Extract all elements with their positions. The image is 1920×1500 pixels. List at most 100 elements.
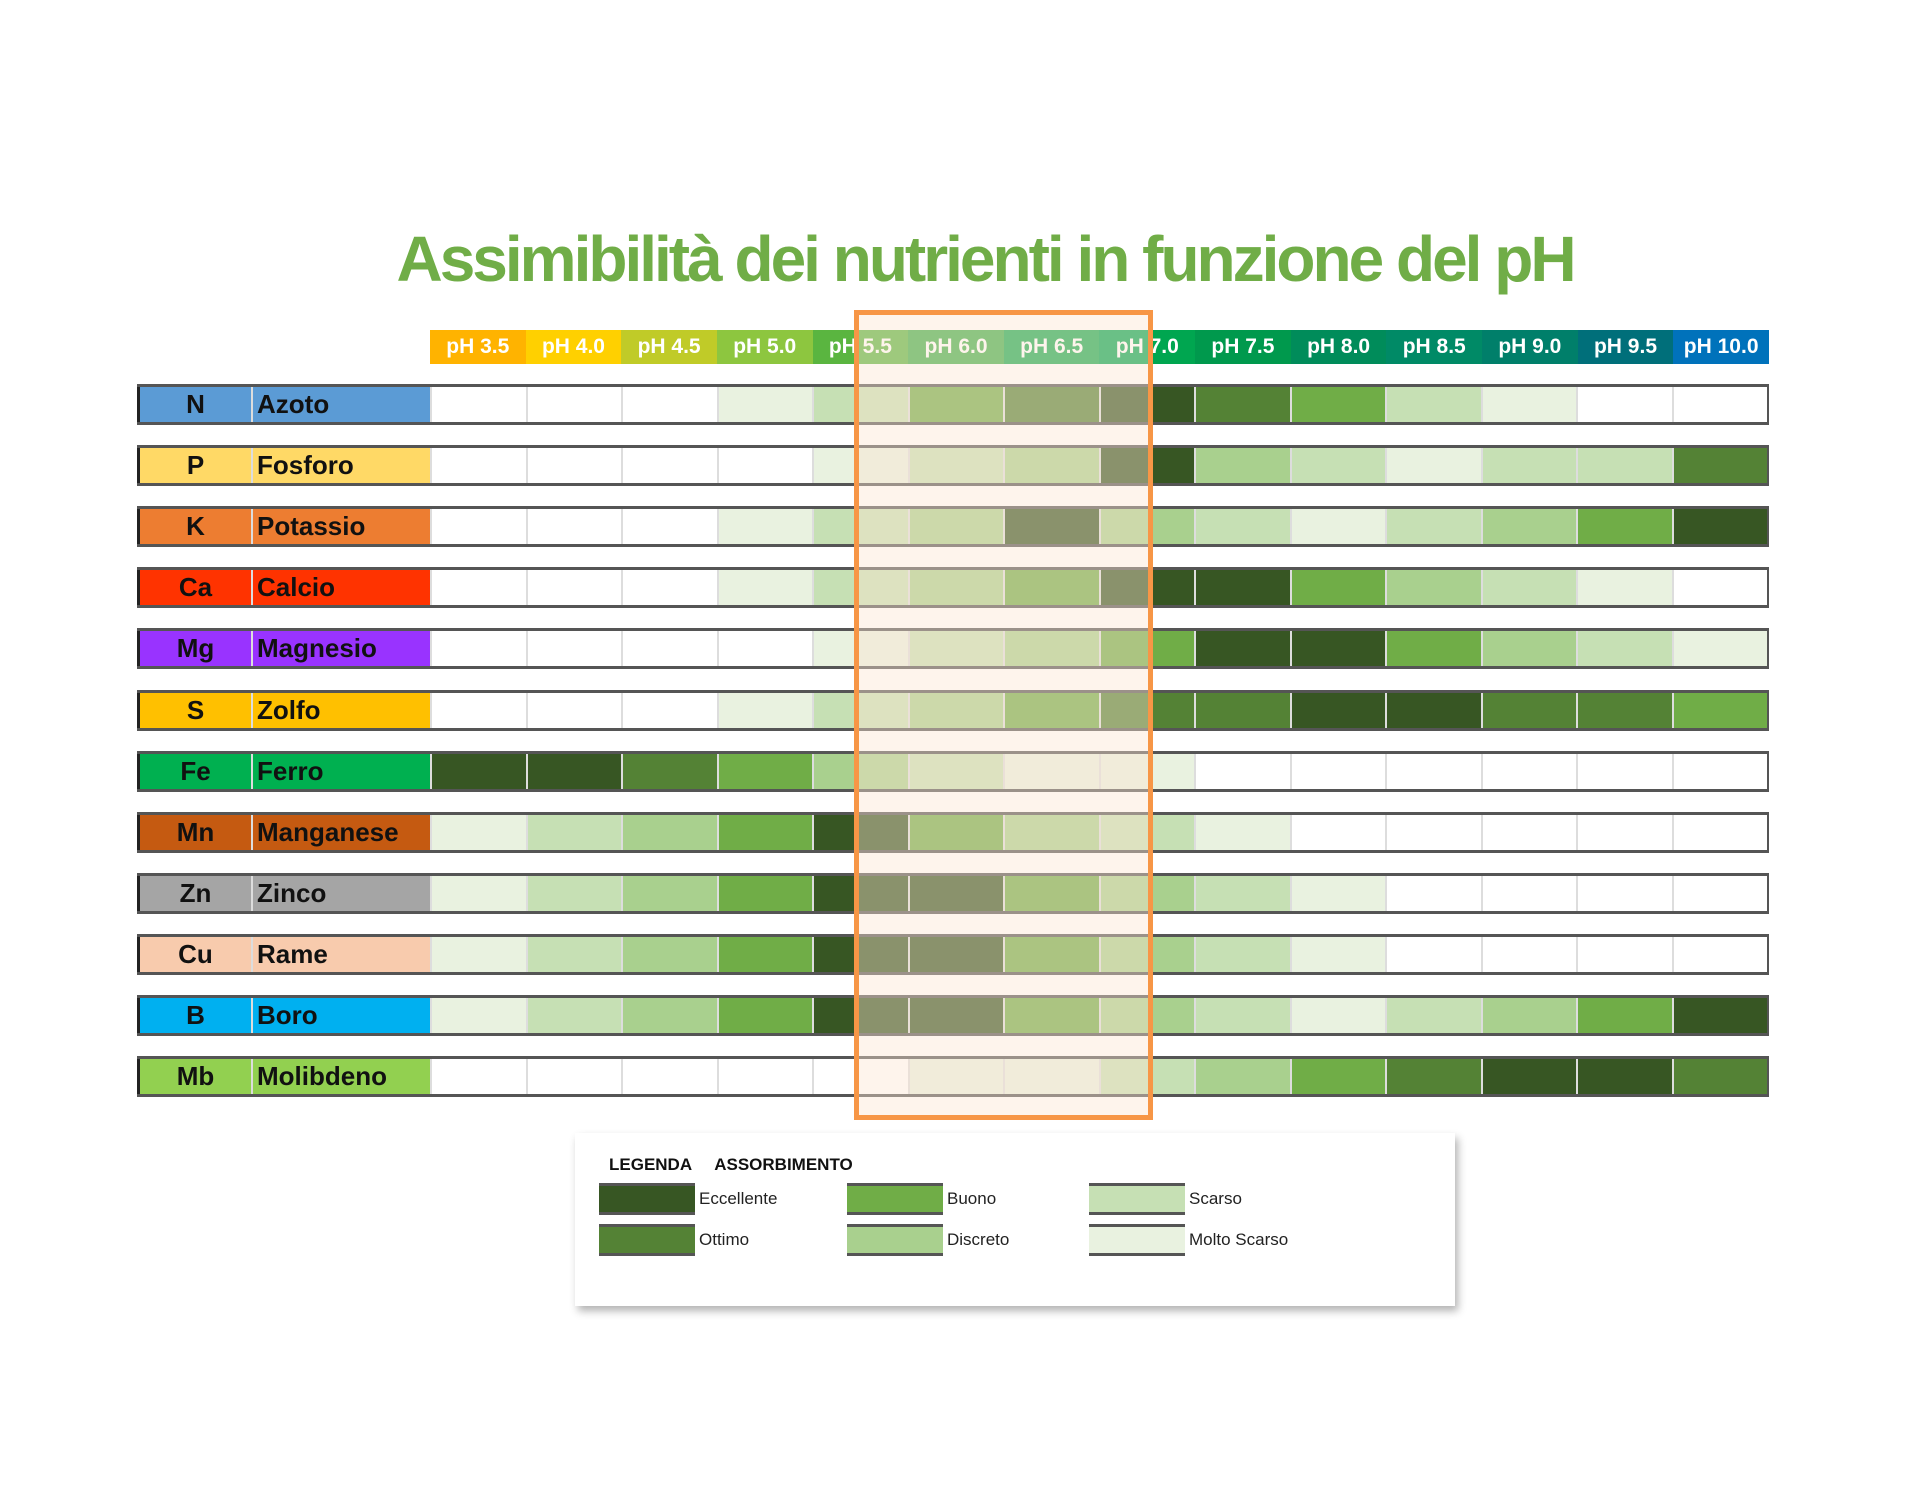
absorption-cell (1576, 631, 1672, 667)
absorption-cell (430, 448, 526, 484)
absorption-cell (1003, 936, 1099, 972)
absorption-cell (1480, 387, 1576, 422)
nutrient-symbol: B (137, 998, 251, 1033)
absorption-cell (1289, 509, 1385, 545)
absorption-cell (812, 692, 908, 728)
absorption-cell (1671, 448, 1769, 484)
absorption-cell (1385, 692, 1481, 728)
absorption-cell (1385, 570, 1481, 606)
absorption-cell (1480, 448, 1576, 484)
absorption-cell (716, 692, 812, 728)
legend-item: Molto Scarso (1089, 1224, 1288, 1256)
nutrient-name: Molibdeno (251, 1059, 430, 1095)
ph-header-cell: pH 6.0 (908, 330, 1004, 364)
absorption-cell (1098, 509, 1194, 545)
absorption-cell (1576, 570, 1672, 606)
absorption-cell (812, 570, 908, 606)
legend-swatch (599, 1224, 695, 1256)
absorption-cell (430, 387, 526, 422)
absorption-cell (1194, 631, 1290, 667)
absorption-cell (1385, 814, 1481, 850)
nutrient-row: Mn Manganese (137, 811, 1769, 853)
ph-header-cell: pH 7.0 (1099, 330, 1196, 364)
absorption-cell (716, 875, 812, 911)
nutrient-row: Fe Ferro (137, 750, 1769, 792)
absorption-cell (1098, 387, 1194, 422)
absorption-cell (1289, 936, 1385, 972)
absorption-cell (1671, 875, 1769, 911)
absorption-cell (1003, 509, 1099, 545)
nutrient-name: Azoto (251, 387, 430, 422)
absorption-cell (1576, 753, 1672, 789)
absorption-cell (621, 448, 717, 484)
legend-subtitle: ASSORBIMENTO (714, 1155, 853, 1174)
absorption-cell (621, 570, 717, 606)
absorption-cell (1480, 631, 1576, 667)
absorption-cell (907, 936, 1003, 972)
absorption-cell (1480, 570, 1576, 606)
absorption-cell (907, 814, 1003, 850)
absorption-cell (1194, 753, 1290, 789)
legend-swatch (1089, 1183, 1185, 1215)
absorption-cell (1671, 1059, 1769, 1095)
absorption-cell (1289, 387, 1385, 422)
absorption-cell (621, 387, 717, 422)
legend-item: Scarso (1089, 1183, 1242, 1215)
absorption-cell (1289, 814, 1385, 850)
legend-swatch (847, 1183, 943, 1215)
absorption-cell (621, 753, 717, 789)
absorption-cell (1576, 998, 1672, 1033)
absorption-cell (1385, 1059, 1481, 1095)
ph-header-cell: pH 9.5 (1577, 330, 1674, 364)
chart-title: Assimibilità dei nutrienti in funzione d… (396, 223, 1576, 295)
legend-label: Scarso (1189, 1189, 1242, 1208)
nutrient-row: N Azoto (137, 384, 1769, 425)
absorption-cell (525, 509, 621, 545)
absorption-cell (1098, 814, 1194, 850)
nutrient-symbol: Zn (137, 875, 251, 911)
nutrient-row: Zn Zinco (137, 872, 1769, 914)
absorption-cell (430, 692, 526, 728)
legend-title: LEGENDA (609, 1155, 693, 1174)
legend-label: Buono (947, 1189, 997, 1208)
absorption-cell (525, 387, 621, 422)
absorption-cell (1385, 448, 1481, 484)
absorption-cell (621, 509, 717, 545)
absorption-cell (1194, 570, 1290, 606)
absorption-cell (1098, 692, 1194, 728)
nutrient-symbol: N (137, 387, 251, 422)
ph-header-cell: pH 8.0 (1290, 330, 1387, 364)
nutrient-name: Boro (251, 998, 430, 1033)
absorption-cell (1003, 448, 1099, 484)
absorption-cell (1194, 509, 1290, 545)
absorption-cell (621, 875, 717, 911)
absorption-cell (1385, 875, 1481, 911)
absorption-cell (812, 753, 908, 789)
absorption-cell (430, 875, 526, 911)
absorption-cell (1194, 875, 1290, 911)
absorption-cell (1671, 509, 1769, 545)
absorption-cell (621, 998, 717, 1033)
absorption-cell (1194, 1059, 1290, 1095)
absorption-cell (1385, 753, 1481, 789)
nutrient-name: Rame (251, 936, 430, 972)
absorption-cell (525, 936, 621, 972)
nutrient-row: B Boro (137, 995, 1769, 1036)
ph-header-cell: pH 3.5 (430, 330, 526, 364)
absorption-cell (430, 631, 526, 667)
absorption-cell (1289, 631, 1385, 667)
absorption-cell (907, 692, 1003, 728)
absorption-cell (621, 936, 717, 972)
nutrient-name: Manganese (251, 814, 430, 850)
nutrient-row: Mg Magnesio (137, 628, 1769, 670)
absorption-cell (716, 509, 812, 545)
absorption-cell (907, 875, 1003, 911)
absorption-cell (1003, 998, 1099, 1033)
absorption-cell (525, 875, 621, 911)
absorption-cell (1576, 448, 1672, 484)
absorption-cell (812, 509, 908, 545)
absorption-cell (716, 448, 812, 484)
absorption-cell (812, 875, 908, 911)
absorption-cell (1289, 1059, 1385, 1095)
absorption-cell (1576, 509, 1672, 545)
